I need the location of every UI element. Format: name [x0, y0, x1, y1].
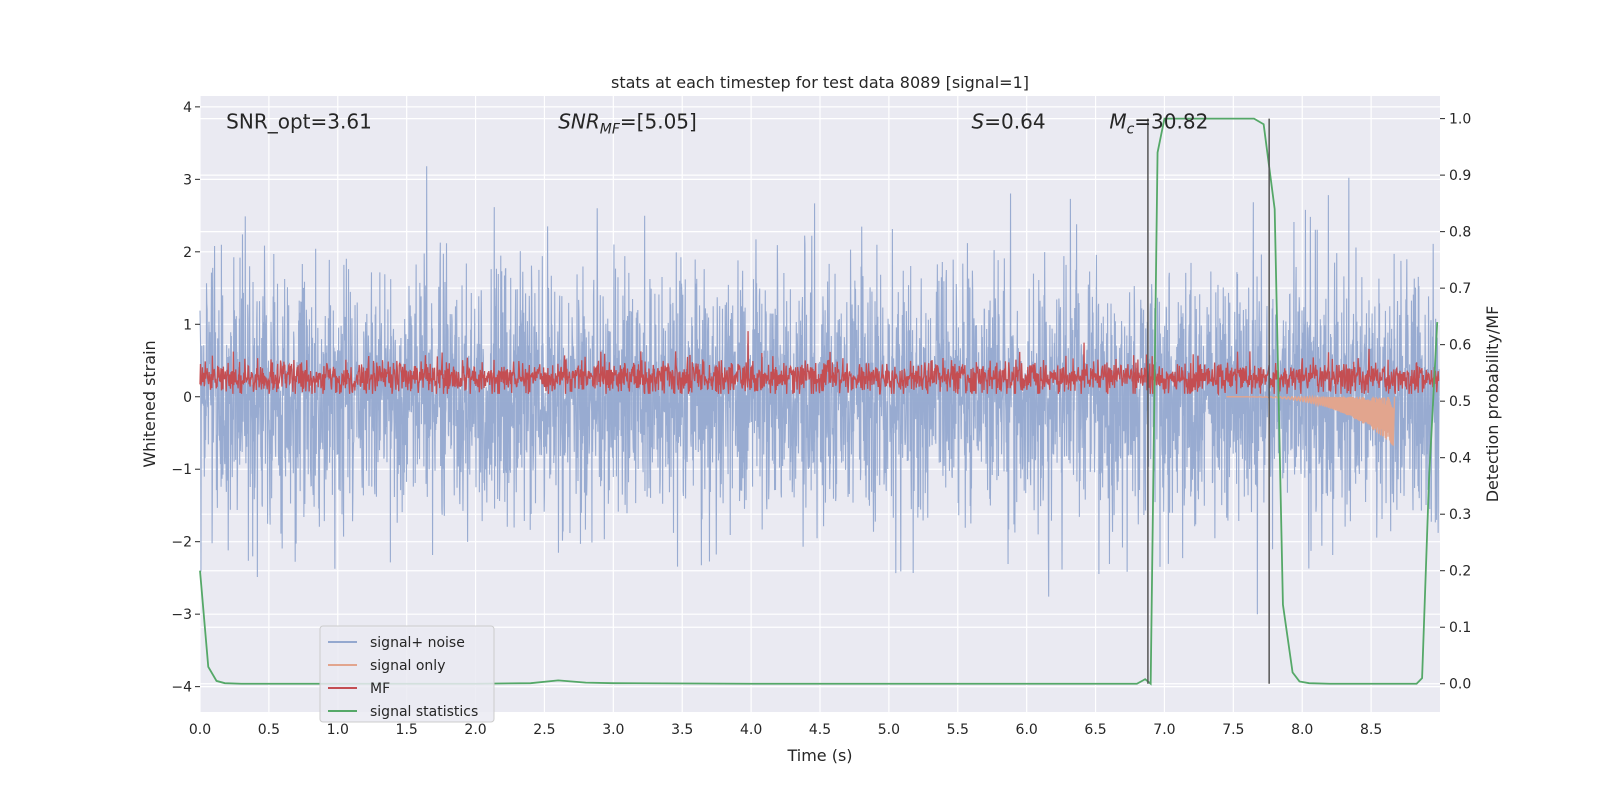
annotation-snr-mf: SNRMF=[5.05]	[558, 109, 697, 137]
x-ticks: 0.0 0.5 1.0 1.5 2.0 2.5 3.0 3.5 4.0 4.5 5.0 5.5 6.0 6…	[189, 722, 1382, 738]
y-right-ticks: 0.0 0.1 0.2 0.3 0.4 0.5 0.6 0.7 0.8 0.9 1.0	[1440, 112, 1471, 693]
y-right-tick-label: 0.6	[1449, 338, 1471, 354]
y-right-tick-label: 0.8	[1449, 225, 1471, 241]
x-tick-label: 3.5	[671, 722, 693, 738]
legend-label: signal+ noise	[370, 635, 465, 651]
annotations: SNR_opt=3.61 SNRMF=[5.05] S=0.64 Mc=30.82	[226, 109, 1208, 137]
series-mf	[199, 331, 1440, 396]
series-signal-noise	[199, 166, 1440, 615]
x-tick-label: 7.0	[1153, 722, 1175, 738]
legend-label: signal only	[370, 658, 445, 674]
x-tick-label: 0.5	[258, 722, 280, 738]
y-axis-label: Whitened strain	[140, 340, 159, 467]
y-right-tick-label: 0.4	[1449, 451, 1471, 467]
annotation-mc: Mc=30.82	[1109, 109, 1208, 137]
series-signal-only	[1226, 394, 1396, 446]
x-tick-label: 7.5	[1222, 722, 1244, 738]
x-tick-label: 4.0	[740, 722, 762, 738]
y-tick-label: −2	[171, 535, 192, 551]
y-tick-label: 2	[183, 245, 192, 261]
x-tick-label: 3.0	[602, 722, 624, 738]
y-right-tick-label: 1.0	[1449, 112, 1471, 128]
x-tick-label: 8.0	[1291, 722, 1313, 738]
chart-title: stats at each timestep for test data 808…	[611, 73, 1029, 92]
y-tick-label: −3	[171, 607, 192, 623]
x-tick-label: 2.0	[464, 722, 486, 738]
x-tick-label: 5.0	[878, 722, 900, 738]
y-ticks: −4 −3 −2 −1 0 1 2 3 4	[171, 100, 200, 696]
x-tick-label: 1.5	[396, 722, 418, 738]
y-tick-label: −4	[171, 680, 192, 696]
y-tick-label: 1	[183, 317, 192, 333]
legend: signal+ noise signal only MF signal statist…	[319, 625, 495, 723]
y-right-tick-label: 0.7	[1449, 281, 1471, 297]
y-right-tick-label: 0.5	[1449, 394, 1471, 410]
x-tick-label: 0.0	[189, 722, 211, 738]
x-tick-label: 8.5	[1360, 722, 1382, 738]
x-tick-label: 2.5	[533, 722, 555, 738]
y-right-tick-label: 0.0	[1449, 677, 1471, 693]
x-tick-label: 6.5	[1084, 722, 1106, 738]
y-tick-label: 3	[183, 172, 192, 188]
x-tick-label: 6.0	[1016, 722, 1038, 738]
y-tick-label: 4	[183, 100, 192, 116]
y-tick-label: −1	[171, 462, 192, 478]
x-axis-label: Time (s)	[786, 746, 852, 765]
x-tick-label: 5.5	[947, 722, 969, 738]
legend-label: signal statistics	[370, 704, 478, 720]
x-tick-label: 4.5	[809, 722, 831, 738]
y-right-tick-label: 0.2	[1449, 564, 1471, 580]
legend-label: MF	[370, 681, 390, 697]
x-tick-label: 1.0	[327, 722, 349, 738]
annotation-snr-opt: SNR_opt=3.61	[226, 109, 372, 133]
y-right-axis-label: Detection probability/MF	[1483, 306, 1502, 503]
y-tick-label: 0	[183, 390, 192, 406]
annotation-s: S=0.64	[972, 109, 1046, 133]
legend-box	[319, 625, 495, 723]
y-right-tick-label: 0.3	[1449, 507, 1471, 523]
y-right-tick-label: 0.1	[1449, 620, 1471, 636]
vertical-lines	[1147, 118, 1270, 684]
y-right-tick-label: 0.9	[1449, 168, 1471, 184]
